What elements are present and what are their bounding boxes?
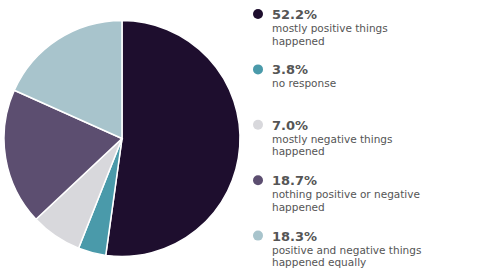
legend-label: no response <box>272 77 336 89</box>
legend-value: 18.7% <box>272 173 317 188</box>
chart: 52.2%mostly positive thingshappened3.8%n… <box>0 0 490 277</box>
legend-label: nothing positive or negativehappened <box>272 188 420 213</box>
pie-slice <box>106 21 240 257</box>
legend-value: 7.0% <box>272 118 308 133</box>
pie <box>4 21 240 257</box>
legend-label: positive and negative thingshappened equ… <box>272 244 421 269</box>
legend-swatch <box>253 64 263 74</box>
legend-label: mostly negative thingshappened <box>272 133 392 158</box>
legend-value: 18.3% <box>272 229 317 244</box>
legend-value: 52.2% <box>272 7 317 22</box>
legend: 52.2%mostly positive thingshappened3.8%n… <box>253 7 421 268</box>
legend-swatch <box>253 231 263 241</box>
legend-label: mostly positive thingshappened <box>272 22 388 47</box>
pie-slice <box>14 21 122 139</box>
legend-swatch <box>253 175 263 185</box>
legend-value: 3.8% <box>272 62 308 77</box>
legend-swatch <box>253 9 263 19</box>
legend-swatch <box>253 120 263 130</box>
